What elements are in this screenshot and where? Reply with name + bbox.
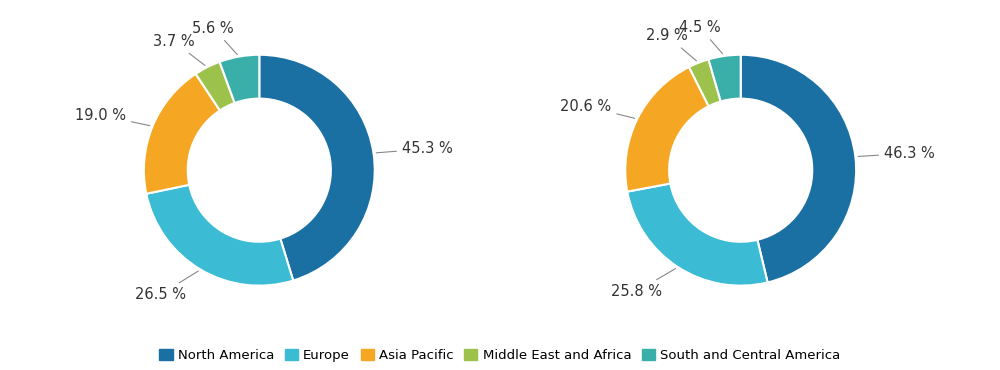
- Text: 25.8 %: 25.8 %: [611, 269, 676, 299]
- Text: 19.0 %: 19.0 %: [75, 108, 150, 126]
- Wedge shape: [741, 55, 856, 282]
- Text: 3.7 %: 3.7 %: [153, 34, 205, 65]
- Text: 4.5 %: 4.5 %: [679, 20, 723, 54]
- Wedge shape: [689, 59, 721, 106]
- Text: 46.3 %: 46.3 %: [858, 146, 935, 161]
- Text: 2.9 %: 2.9 %: [646, 28, 696, 61]
- Text: 26.5 %: 26.5 %: [135, 271, 198, 302]
- Text: 5.6 %: 5.6 %: [192, 21, 237, 54]
- Wedge shape: [625, 67, 709, 192]
- Wedge shape: [259, 55, 375, 280]
- Text: 45.3 %: 45.3 %: [376, 141, 453, 156]
- Wedge shape: [220, 55, 259, 103]
- Wedge shape: [627, 184, 768, 286]
- Legend: North America, Europe, Asia Pacific, Middle East and Africa, South and Central A: North America, Europe, Asia Pacific, Mid…: [154, 343, 846, 367]
- Text: 20.6 %: 20.6 %: [560, 99, 635, 118]
- Wedge shape: [144, 74, 220, 194]
- Wedge shape: [146, 185, 293, 286]
- Wedge shape: [196, 62, 235, 111]
- Wedge shape: [709, 55, 741, 101]
